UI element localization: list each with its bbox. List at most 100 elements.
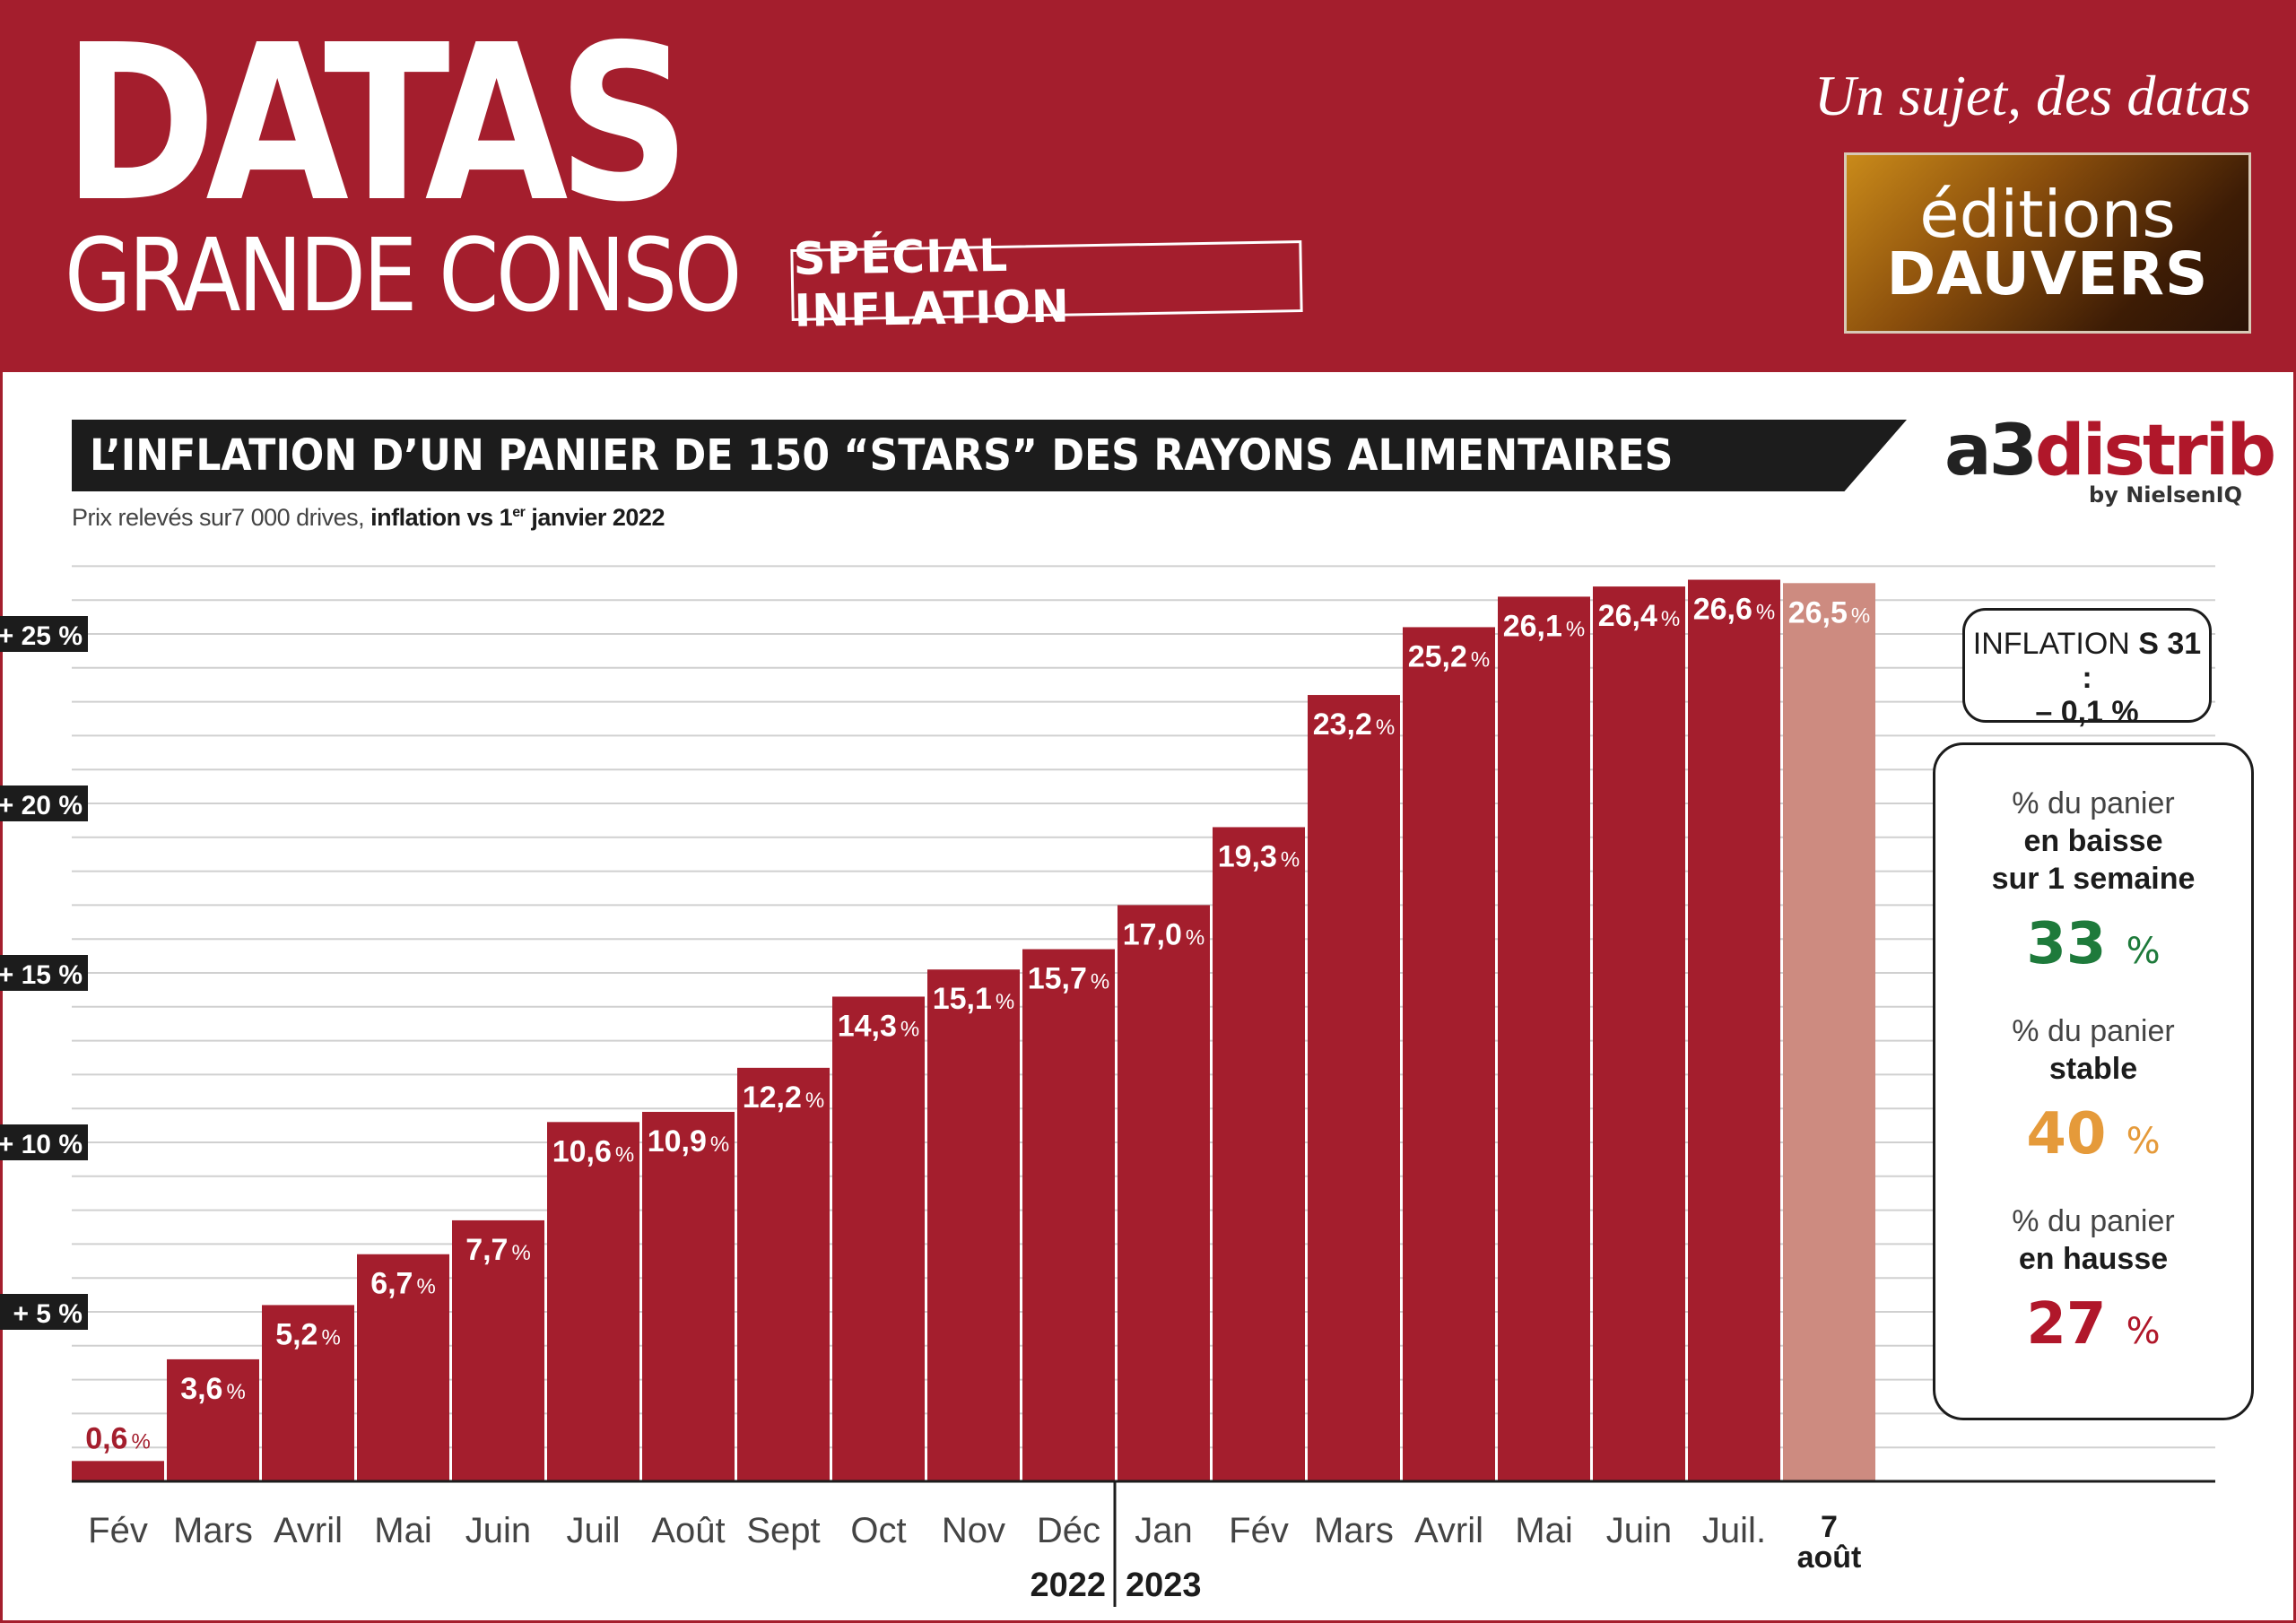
chart-subtitle: Prix relevés sur7 000 drives, inflation … [72,504,665,532]
bar-value-label: 14,3% [838,1009,920,1043]
publisher-line2: DAUVERS [1886,239,2209,308]
subtitle-prefix: Prix relevés sur7 000 drives, [72,504,365,531]
brand-subtitle: GRANDE CONSO [65,218,742,334]
source-logo: a3distrib by NielsenIQ [1944,411,2276,508]
x-tick-label: Nov [942,1511,1005,1550]
bar [1688,579,1780,1481]
bar-value-label: 17,0% [1123,917,1205,951]
y-tick-badge [0,1294,88,1330]
hausse-bold: en hausse [2018,1242,2169,1276]
bar-value-label: 23,2% [1313,707,1396,742]
bar [1403,627,1495,1481]
baisse-value: 33 % [2026,911,2161,977]
stable-label: % du panier [2012,1014,2175,1048]
weekly-inflation-box: INFLATION S 31 : – 0,1 % [1962,608,2212,729]
publisher-logo: éditions DAUVERS [1844,152,2251,334]
x-tick-label: Juin [1606,1511,1672,1550]
bar-value-label: 10,9% [648,1124,730,1159]
source-name-a3: a3 [1944,411,2038,491]
bar [642,1111,735,1481]
x-tick-label: Sept [746,1511,820,1550]
x-tick-label: Août [651,1511,725,1550]
year-label: 2023 [1126,1567,1202,1604]
bar-value-label: 5,2% [275,1317,341,1351]
bar [1118,905,1210,1481]
header-band: DATAS GRANDE CONSO SPÉCIAL INFLATION Un … [0,0,2296,372]
bar [547,1122,639,1481]
bar [832,996,925,1481]
source-name: a3distrib [1944,411,2276,491]
stable-value: 40 % [2026,1101,2161,1167]
y-tick-label: + 5 % [13,1299,83,1329]
y-tick-badge [0,1124,88,1160]
year-label: 2022 [1030,1567,1106,1604]
x-tick-label: Mai [1515,1511,1572,1550]
bar-value-label: 26,6% [1693,593,1776,627]
bar-value-label: 19,3% [1218,839,1300,873]
x-tick-label: Déc [1037,1511,1100,1550]
bar [72,1461,164,1481]
baisse-bold2: sur 1 semaine [1991,862,2196,896]
bar [452,1219,544,1481]
baisse-bold1: en baisse [2023,824,2163,858]
y-tick-label: + 20 % [0,791,83,820]
stable-bold: stable [2048,1052,2138,1086]
x-tick-label: Avril [1414,1511,1483,1550]
x-tick-label: Mai [374,1511,431,1550]
x-tick-label: Avril [274,1511,343,1550]
baisse-label: % du panier [2012,786,2175,820]
bar [167,1358,259,1481]
bar-value-label: 3,6% [180,1372,246,1406]
bar-value-label: 26,4% [1598,599,1681,633]
subtitle-bold: inflation vs 1er janvier 2022 [370,504,665,531]
bar-value-label: 7,7% [465,1233,531,1267]
y-tick-label: + 10 % [0,1130,83,1159]
bar-value-label: 12,2% [743,1081,825,1115]
x-tick-label: Juin [465,1511,531,1550]
bar [262,1305,354,1481]
x-tick-label: Fév [1229,1511,1289,1550]
y-tick-label: + 25 % [0,621,83,651]
bar [357,1254,449,1481]
x-tick-label: Fév [88,1511,148,1550]
y-tick-badge [0,955,88,991]
x-tick-label: 7 [1821,1510,1838,1544]
bar-value-label: 15,1% [933,982,1015,1016]
bar-value-label: 25,2% [1408,639,1491,673]
hausse-label: % du panier [2012,1204,2175,1238]
bar-value-label: 10,6% [552,1134,635,1168]
bar [737,1067,830,1481]
bar-value-label: 26,5% [1788,595,1871,629]
bar [1308,695,1400,1481]
basket-breakdown-box: % du panier en baisse sur 1 semaine 33 %… [1933,742,2254,1420]
brand-title: DATAS [63,0,691,249]
bar [1213,827,1305,1481]
chart-title-banner: L’INFLATION D’UN PANIER DE 150 “STARS” D… [72,420,1907,491]
weekly-inflation-value: – 0,1 % [2035,695,2139,729]
x-tick-label: Juil. [1702,1511,1766,1550]
y-tick-badge [0,785,88,821]
y-tick-label: + 15 % [0,960,83,990]
y-tick-badge [0,616,88,652]
source-name-distrib: distrib [2034,411,2276,491]
bar [1783,583,1875,1481]
x-tick-label: Mars [173,1511,253,1550]
hausse-value: 27 % [2026,1291,2161,1358]
bar [1593,586,1685,1481]
bar [1022,949,1115,1481]
bar-value-label: 0,6% [85,1421,151,1455]
chart-title: L’INFLATION D’UN PANIER DE 150 “STARS” D… [90,430,1674,481]
x-tick-label: Juil [566,1511,620,1550]
x-tick-label: Mars [1314,1511,1394,1550]
bar [1498,596,1590,1481]
x-tick-label: Jan [1135,1511,1193,1550]
publisher-line1: éditions [1919,177,2176,252]
source-by: by NielsenIQ [2089,482,2242,508]
bar [927,969,1020,1481]
bar-value-label: 26,1% [1503,609,1586,643]
bar-value-label: 6,7% [370,1267,436,1301]
tagline: Un sujet, des datas [1813,64,2251,127]
x-tick-label: août [1797,1541,1862,1575]
subtitle-sup: er [512,505,526,520]
